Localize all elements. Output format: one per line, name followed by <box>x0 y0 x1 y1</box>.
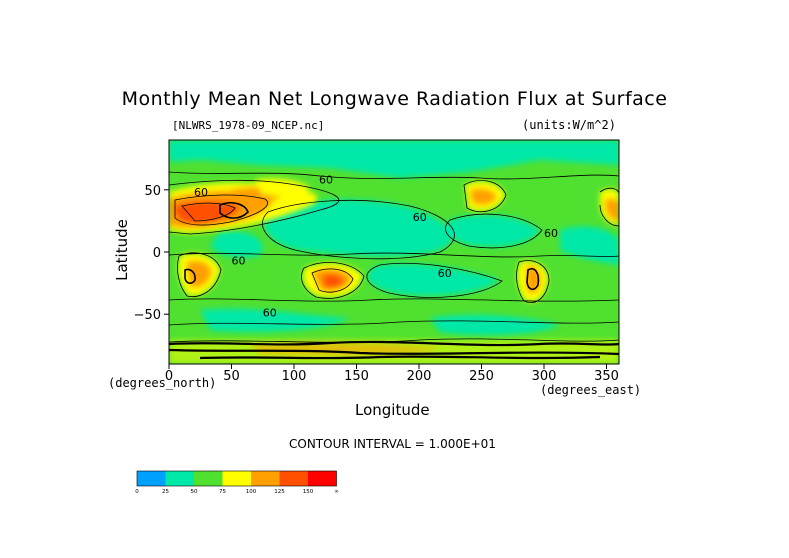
contour-label: 60 <box>413 211 427 224</box>
colorbar-level-label: 125 <box>274 489 285 495</box>
contour-labels: 60 60 60 60 60 60 60 <box>194 174 558 320</box>
colorbar-level-label: 150 <box>303 489 314 495</box>
x-tick-label: 50 <box>223 369 240 384</box>
x-tick-label: 150 <box>344 369 369 384</box>
colorbar-frame <box>136 470 337 487</box>
x-tick-label: 200 <box>407 369 432 384</box>
colorbar-swatch <box>194 471 223 486</box>
contour-label: 60 <box>438 267 452 280</box>
contour-label: 60 <box>194 186 208 199</box>
colorbar-level-label: 25 <box>162 489 169 495</box>
x-axis-title: Longitude <box>355 401 430 419</box>
colorbar-level-label: 50 <box>191 489 198 495</box>
dense-contour-clusters <box>184 202 540 291</box>
y-tick-label: 50 <box>144 184 161 199</box>
x-tick-label: 0 <box>165 369 173 384</box>
colorbar-swatch <box>279 471 308 486</box>
y-tick-label: 0 <box>153 246 161 261</box>
contour-label: 60 <box>263 307 277 320</box>
antarctic-contours <box>169 340 619 360</box>
x-tick-label: 350 <box>594 369 619 384</box>
colorbar-level-label: ∞ <box>334 489 339 495</box>
colorbar-swatch <box>222 471 251 486</box>
y-axis-units: (degrees_north) <box>108 376 217 390</box>
colorbar-swatch <box>251 471 280 486</box>
colorbar-swatch <box>137 471 166 486</box>
y-tick-label: −50 <box>134 308 161 323</box>
colorbar-swatch <box>308 471 337 486</box>
field-features <box>169 140 619 364</box>
contour-label: 60 <box>232 254 246 267</box>
colorbar-level-label: 75 <box>219 489 226 495</box>
contour-label: 60 <box>544 227 558 240</box>
x-axis-units: (degrees_east) <box>540 383 642 397</box>
contour-lines <box>169 171 619 343</box>
contour-interval-note: CONTOUR INTERVAL = 1.000E+01 <box>289 437 496 451</box>
x-tick-label: 100 <box>282 369 307 384</box>
chart-title: Monthly Mean Net Longwave Radiation Flux… <box>121 88 668 110</box>
contour-label: 60 <box>319 174 333 187</box>
colorbar-level-label: 0 <box>135 489 139 495</box>
colorbar-swatch <box>165 471 194 486</box>
colorbar-level-label: 100 <box>246 489 257 495</box>
units-label: (units:W/m^2) <box>522 118 616 132</box>
x-tick-label: 250 <box>469 369 494 384</box>
axis-ticks: 0 50 100 150 200 250 300 350 50 0 −50 <box>134 184 619 384</box>
file-label: [NLWRS_1978-09_NCEP.nc] <box>172 119 325 132</box>
x-tick-label: 300 <box>532 369 557 384</box>
